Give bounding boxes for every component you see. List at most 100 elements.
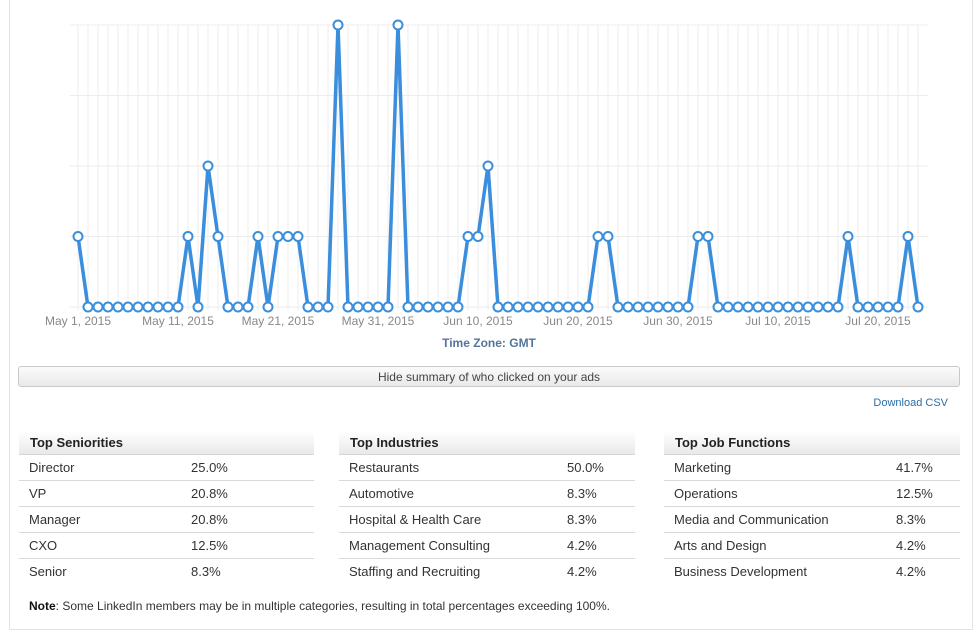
data-point xyxy=(252,231,264,242)
data-point xyxy=(862,301,874,313)
data-point xyxy=(72,231,84,242)
data-point xyxy=(412,301,424,313)
table-row: Arts and Design 4.2% xyxy=(664,533,960,559)
row-label: Restaurants xyxy=(349,460,420,475)
table-header: Top Seniorities xyxy=(19,431,314,455)
data-point xyxy=(162,301,174,313)
data-point xyxy=(712,301,724,313)
data-point xyxy=(702,231,714,242)
table-row: VP 20.8% xyxy=(19,481,314,507)
data-point xyxy=(592,231,604,242)
x-tick-label: Jun 20, 2015 xyxy=(543,314,613,328)
data-point xyxy=(402,301,414,313)
data-point xyxy=(122,301,134,313)
row-label: Director xyxy=(29,460,75,475)
content-frame xyxy=(9,0,973,630)
row-label: VP xyxy=(29,486,47,501)
row-label: Senior xyxy=(29,564,67,579)
data-point xyxy=(622,301,634,313)
hide-summary-button[interactable]: Hide summary of who clicked on your ads xyxy=(18,366,960,387)
row-value: 20.8% xyxy=(191,486,228,501)
row-label: Hospital & Health Care xyxy=(349,512,482,527)
data-point xyxy=(872,301,884,313)
note-label: Note xyxy=(29,599,56,613)
data-point xyxy=(292,231,304,242)
data-point xyxy=(652,301,664,313)
table-row: Management Consulting 4.2% xyxy=(339,533,635,559)
industries-table: Top Industries Restaurants 50.0% Automoti… xyxy=(339,431,635,584)
data-point xyxy=(842,231,854,242)
row-label: Automotive xyxy=(349,486,415,501)
table-row: Senior 8.3% xyxy=(19,559,314,584)
table-header: Top Industries xyxy=(339,431,635,455)
data-point xyxy=(682,301,694,313)
row-value: 12.5% xyxy=(896,486,933,501)
data-point xyxy=(582,301,594,313)
data-point xyxy=(482,160,494,172)
data-point xyxy=(202,160,214,172)
data-point xyxy=(852,301,864,313)
data-point xyxy=(442,301,454,313)
data-point xyxy=(792,301,804,313)
x-tick-label: May 1, 2015 xyxy=(45,314,111,328)
data-point xyxy=(522,301,534,313)
data-point xyxy=(782,301,794,313)
x-tick-label: May 31, 2015 xyxy=(342,314,415,328)
table-row: Operations 12.5% xyxy=(664,481,960,507)
data-point xyxy=(222,301,234,313)
data-point xyxy=(342,301,354,313)
data-point xyxy=(242,301,254,313)
data-point xyxy=(272,231,284,242)
data-point xyxy=(902,231,914,242)
row-value: 4.2% xyxy=(567,564,597,579)
data-point xyxy=(192,301,204,313)
data-point xyxy=(232,301,244,313)
data-point xyxy=(82,301,94,313)
table-row: Business Development 4.2% xyxy=(664,559,960,584)
data-point xyxy=(182,231,194,242)
table-row: Restaurants 50.0% xyxy=(339,455,635,481)
table-row: Director 25.0% xyxy=(19,455,314,481)
x-tick-label: Jul 20, 2015 xyxy=(845,314,911,328)
row-value: 8.3% xyxy=(567,512,597,527)
data-point xyxy=(492,301,504,313)
table-row: Hospital & Health Care 8.3% xyxy=(339,507,635,533)
data-point xyxy=(432,301,444,313)
data-point xyxy=(602,231,614,242)
data-point xyxy=(572,301,584,313)
x-tick-label: May 11, 2015 xyxy=(142,314,214,328)
row-label: Staffing and Recruiting xyxy=(349,564,481,579)
data-point xyxy=(662,301,674,313)
data-point xyxy=(882,301,894,313)
row-label: Marketing xyxy=(674,460,732,475)
row-value: 8.3% xyxy=(567,486,597,501)
row-value: 12.5% xyxy=(191,538,228,553)
row-label: Arts and Design xyxy=(674,538,767,553)
row-value: 41.7% xyxy=(896,460,933,475)
table-row: Marketing 41.7% xyxy=(664,455,960,481)
row-label: Manager xyxy=(29,512,81,527)
note-text: : Some LinkedIn members may be in multip… xyxy=(55,599,610,613)
data-point xyxy=(502,301,514,313)
timezone-label: Time Zone: GMT xyxy=(442,336,536,350)
table-row: Staffing and Recruiting 4.2% xyxy=(339,559,635,584)
data-point xyxy=(692,231,704,242)
data-point xyxy=(212,231,224,242)
row-value: 4.2% xyxy=(896,538,926,553)
x-tick-label: May 21, 2015 xyxy=(242,314,315,328)
clicks-line-chart: May 1, 2015 May 11, 2015 May 21, 2015 May 3… xyxy=(45,19,928,328)
data-point xyxy=(152,301,164,313)
download-csv-link[interactable]: Download CSV xyxy=(873,397,948,409)
data-point xyxy=(802,301,814,313)
data-point xyxy=(282,231,294,242)
data-point xyxy=(912,301,924,313)
data-point xyxy=(322,301,334,313)
data-point xyxy=(372,301,384,313)
row-label: Business Development xyxy=(674,564,807,579)
data-point xyxy=(822,301,834,313)
data-point xyxy=(742,301,754,313)
row-value: 50.0% xyxy=(567,460,604,475)
data-point xyxy=(672,301,684,313)
data-point xyxy=(392,19,404,31)
seniorities-table: Top Seniorities Director 25.0% VP 20.8% Ma… xyxy=(19,431,314,584)
